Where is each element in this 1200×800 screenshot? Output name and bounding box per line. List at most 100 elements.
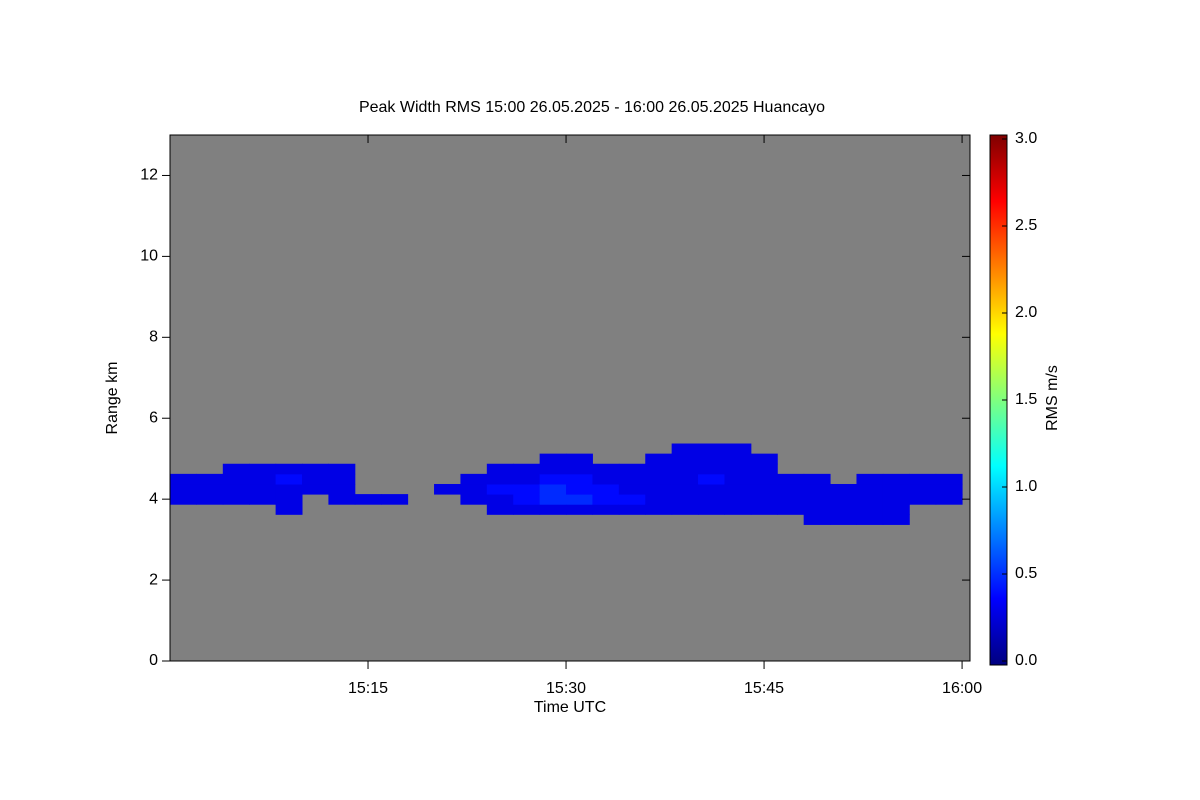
heatmap-cell — [882, 473, 910, 485]
heatmap-cell — [354, 494, 382, 505]
heatmap-cell — [882, 514, 910, 525]
heatmap-cell — [170, 473, 197, 485]
heatmap-cell — [196, 483, 224, 495]
heatmap-cell — [328, 483, 356, 495]
heatmap-cell — [724, 463, 752, 475]
colorbar-label: RMS m/s — [1044, 365, 1061, 431]
heatmap-cell — [645, 453, 673, 465]
heatmap-cell — [671, 453, 699, 465]
y-tick-label: 0 — [149, 652, 158, 669]
heatmap-cell — [803, 473, 831, 485]
heatmap-cell — [539, 494, 567, 505]
heatmap-cell — [724, 443, 752, 455]
heatmap-cell — [698, 443, 725, 455]
heatmap-cell — [486, 463, 514, 475]
heatmap-cell — [671, 483, 699, 495]
heatmap-cell — [513, 463, 541, 475]
heatmap-cell — [539, 504, 567, 515]
x-tick-label: 15:30 — [546, 680, 586, 697]
heatmap-cell — [724, 483, 752, 495]
heatmap-cell — [592, 494, 620, 505]
heatmap-cell — [302, 473, 329, 485]
heatmap-cell — [671, 504, 699, 515]
heatmap-cell — [750, 463, 778, 475]
heatmap-cell — [566, 494, 593, 505]
heatmap-cell — [381, 494, 409, 505]
heatmap-cell — [302, 463, 329, 475]
heatmap-cell — [486, 473, 514, 485]
y-tick-label: 2 — [149, 571, 158, 588]
heatmap-cell — [909, 473, 937, 485]
x-tick-label: 15:15 — [348, 680, 388, 697]
colorbar-tick-label: 1.5 — [1015, 391, 1037, 408]
colorbar-tick-label: 3.0 — [1015, 130, 1037, 147]
heatmap-cell — [222, 463, 250, 475]
heatmap-cell — [328, 473, 356, 485]
heatmap-cell — [882, 504, 910, 515]
heatmap-cell — [750, 494, 778, 505]
heatmap-cell — [275, 504, 303, 515]
heatmap-cell — [777, 504, 805, 515]
heatmap-cell — [777, 494, 805, 505]
heatmap-cell — [856, 473, 884, 485]
heatmap-cell — [856, 483, 884, 495]
heatmap-cell — [196, 494, 224, 505]
heatmap-cell — [618, 483, 646, 495]
heatmap-cell — [698, 483, 725, 495]
heatmap-cell — [830, 504, 857, 515]
heatmap-cell — [566, 504, 593, 515]
chart-title: Peak Width RMS 15:00 26.05.2025 - 16:00 … — [359, 99, 825, 116]
heatmap-cell — [750, 453, 778, 465]
heatmap-cell — [592, 473, 620, 485]
heatmap-cell — [645, 504, 673, 515]
heatmap-cell — [539, 473, 567, 485]
heatmap-cell — [275, 463, 303, 475]
heatmap-cell — [434, 483, 461, 495]
heatmap-cell — [645, 463, 673, 475]
heatmap-cell — [328, 463, 356, 475]
x-tick-label: 16:00 — [942, 680, 982, 697]
y-tick-label: 6 — [149, 409, 158, 426]
heatmap-cell — [698, 463, 725, 475]
heatmap-cell — [460, 483, 488, 495]
heatmap-cell — [592, 504, 620, 515]
heatmap-cell — [830, 483, 857, 495]
plot-frame — [169, 134, 971, 662]
heatmap-cell — [513, 483, 541, 495]
heatmap-cell — [328, 494, 356, 505]
plot-background — [170, 135, 970, 661]
heatmap-cell — [750, 473, 778, 485]
heatmap-cell — [486, 494, 514, 505]
heatmap-cell — [486, 504, 514, 515]
heatmap-cell — [460, 494, 488, 505]
heatmap-cell — [592, 483, 620, 495]
heatmap-cell — [302, 483, 329, 495]
y-tick-label: 8 — [149, 329, 158, 346]
heatmap-cell — [724, 453, 752, 465]
heatmap-cell — [222, 483, 250, 495]
heatmap-cell — [803, 494, 831, 505]
heatmap-cell — [856, 504, 884, 515]
heatmap-cell — [882, 483, 910, 495]
colorbar-tick-label: 2.5 — [1015, 217, 1037, 234]
heatmap-cell — [724, 494, 752, 505]
heatmap-cell — [909, 494, 937, 505]
heatmap-cell — [275, 494, 303, 505]
heatmap-cell — [618, 504, 646, 515]
y-tick-label: 4 — [149, 490, 158, 507]
heatmap-cell — [750, 504, 778, 515]
heatmap-cell — [935, 494, 963, 505]
heatmap-cell — [645, 473, 673, 485]
colorbar-tick-label: 0.0 — [1015, 652, 1037, 669]
heatmap-cell — [777, 483, 805, 495]
heatmap-cell — [566, 483, 593, 495]
y-axis-label: Range km — [104, 362, 121, 435]
heatmap-cell — [566, 453, 593, 465]
heatmap-cell — [222, 494, 250, 505]
heatmap-cell — [618, 494, 646, 505]
heatmap-cell — [513, 494, 541, 505]
heatmap-cell — [935, 473, 963, 485]
heatmap-cell — [698, 473, 725, 485]
heatmap-cell — [645, 494, 673, 505]
heatmap-cell — [275, 483, 303, 495]
